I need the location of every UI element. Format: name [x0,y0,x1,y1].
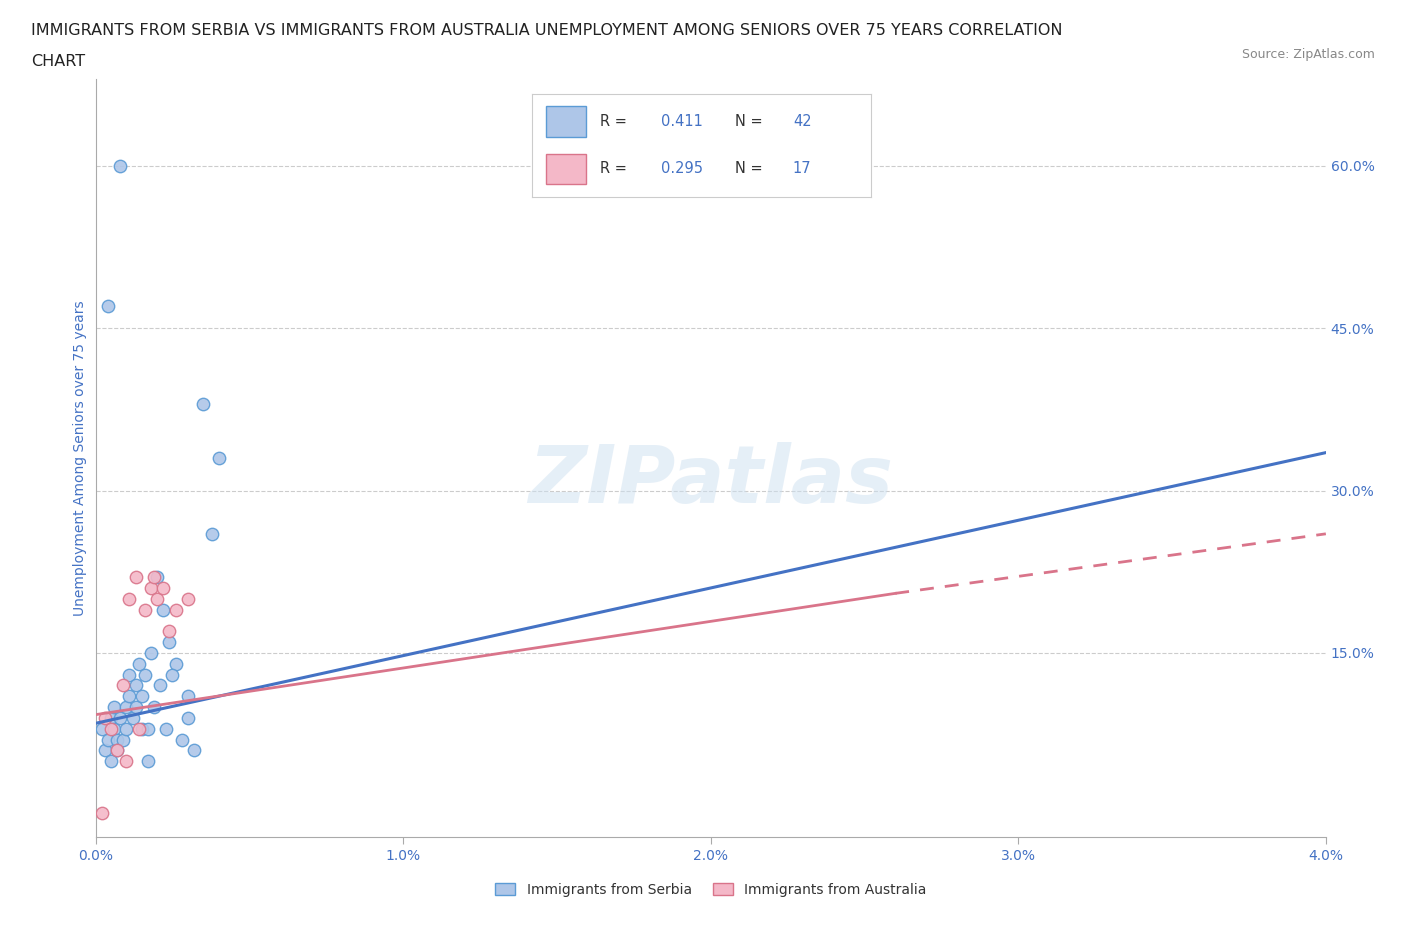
Text: CHART: CHART [31,54,84,69]
Point [152,603,174,618]
Point [94,711,117,725]
Point [155,722,177,737]
Point [131,722,153,737]
Point [124,570,146,585]
Point [136,753,159,768]
Point [162,667,184,682]
Point [128,722,150,737]
Point [136,722,159,737]
Point [112,732,135,747]
Point [149,678,172,693]
Point [139,645,162,660]
Point [193,396,215,411]
Point [100,753,122,768]
Legend: Immigrants from Serbia, Immigrants from Australia: Immigrants from Serbia, Immigrants from … [489,877,932,902]
Y-axis label: Unemployment Among Seniors over 75 years: Unemployment Among Seniors over 75 years [73,300,87,616]
Point [124,699,146,714]
Point [100,711,122,725]
Point [110,158,132,173]
Point [143,570,166,585]
Point [97,299,120,314]
Point [208,451,231,466]
Point [177,591,200,606]
Point [100,722,122,737]
Point [139,580,162,595]
Point [103,722,125,737]
Point [165,603,187,618]
Point [110,711,132,725]
Point [90,805,112,820]
Point [177,711,200,725]
Point [103,699,125,714]
Point [90,722,112,737]
Point [183,743,205,758]
Point [201,526,224,541]
Point [134,603,156,618]
Point [105,743,128,758]
Point [94,743,117,758]
Text: IMMIGRANTS FROM SERBIA VS IMMIGRANTS FROM AUSTRALIA UNEMPLOYMENT AMONG SENIORS O: IMMIGRANTS FROM SERBIA VS IMMIGRANTS FRO… [31,23,1063,38]
Point [134,667,156,682]
Point [115,753,138,768]
Point [170,732,193,747]
Point [159,634,181,649]
Point [146,570,169,585]
Point [124,678,146,693]
Point [118,689,141,704]
Text: ZIPatlas: ZIPatlas [529,442,893,520]
Point [152,580,174,595]
Point [177,689,200,704]
Point [146,591,169,606]
Point [128,657,150,671]
Point [115,722,138,737]
Point [112,678,135,693]
Point [105,732,128,747]
Point [115,699,138,714]
Point [131,689,153,704]
Point [159,624,181,639]
Point [118,667,141,682]
Point [121,711,143,725]
Text: Source: ZipAtlas.com: Source: ZipAtlas.com [1241,48,1375,61]
Point [118,591,141,606]
Point [97,732,120,747]
Point [105,743,128,758]
Point [143,699,166,714]
Point [165,657,187,671]
